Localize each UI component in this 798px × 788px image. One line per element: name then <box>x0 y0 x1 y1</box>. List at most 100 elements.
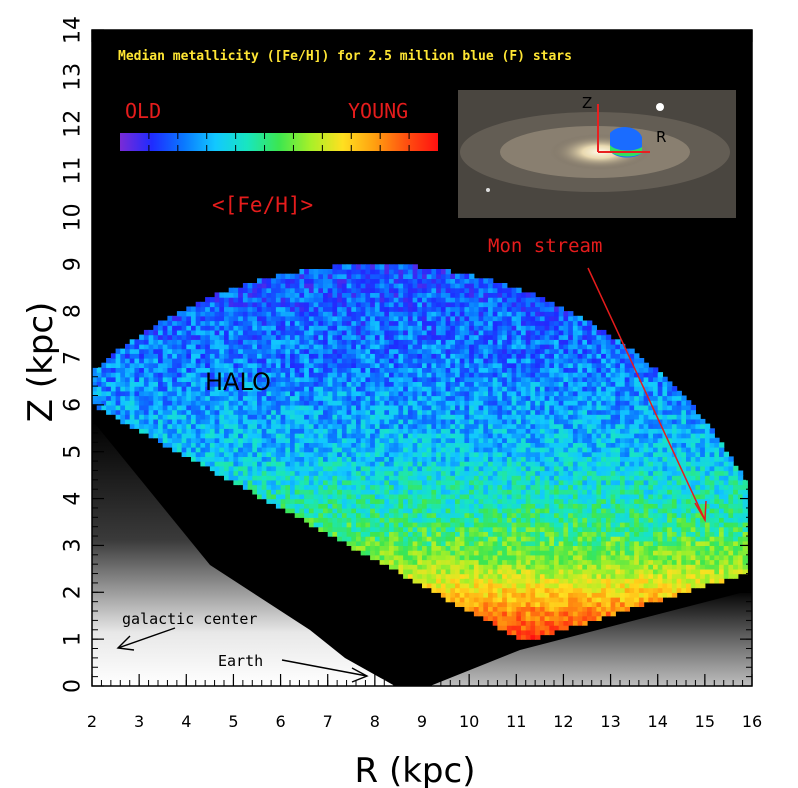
metallicity-cell <box>544 545 550 551</box>
metallicity-cell <box>714 465 720 472</box>
metallicity-cell <box>370 536 376 542</box>
metallicity-cell <box>365 386 371 392</box>
metallicity-cell <box>497 615 503 622</box>
metallicity-cell <box>544 409 550 415</box>
metallicity-cell <box>205 418 211 425</box>
metallicity-cell <box>464 395 470 401</box>
metallicity-cell <box>280 493 286 500</box>
metallicity-cell <box>615 428 621 434</box>
metallicity-cell <box>572 550 579 556</box>
metallicity-cell <box>506 620 513 626</box>
metallicity-cell <box>436 493 442 500</box>
metallicity-cell <box>634 592 640 598</box>
metallicity-cell <box>544 625 550 631</box>
metallicity-cell <box>483 540 489 547</box>
metallicity-cell <box>389 517 395 523</box>
metallicity-cell <box>577 592 583 598</box>
metallicity-cell <box>445 517 451 523</box>
metallicity-cell <box>690 442 697 448</box>
metallicity-cell <box>247 386 253 392</box>
metallicity-cell <box>704 568 711 575</box>
metallicity-cell <box>605 400 612 406</box>
metallicity-cell <box>172 404 178 411</box>
metallicity-cell <box>525 428 532 434</box>
metallicity-cell <box>554 587 560 593</box>
metallicity-cell <box>341 493 348 500</box>
metallicity-cell <box>271 451 277 458</box>
metallicity-cell <box>648 522 654 528</box>
metallicity-cell <box>365 545 371 551</box>
metallicity-cell <box>271 498 277 504</box>
metallicity-cell <box>209 447 216 453</box>
metallicity-cell <box>492 611 499 617</box>
metallicity-cell <box>327 456 334 462</box>
metallicity-cell <box>214 451 220 458</box>
metallicity-cell <box>483 386 489 392</box>
metallicity-cell <box>488 461 494 467</box>
metallicity-cell <box>521 522 527 528</box>
metallicity-cell <box>686 531 692 537</box>
metallicity-cell <box>601 484 607 490</box>
metallicity-cell <box>549 554 555 561</box>
metallicity-cell <box>492 470 499 476</box>
metallicity-cell <box>568 587 574 593</box>
metallicity-cell <box>459 554 466 561</box>
metallicity-cell <box>290 390 296 397</box>
metallicity-cell <box>596 479 602 486</box>
metallicity-cell <box>445 540 451 547</box>
metallicity-cell <box>662 456 668 462</box>
metallicity-cell <box>195 414 202 420</box>
metallicity-cell <box>572 620 579 626</box>
metallicity-cell <box>134 418 140 425</box>
metallicity-cell <box>492 554 499 561</box>
metallicity-cell <box>304 470 310 476</box>
metallicity-cell <box>558 582 565 589</box>
metallicity-cell <box>653 526 659 533</box>
metallicity-cell <box>742 550 748 556</box>
metallicity-cell <box>549 479 555 486</box>
metallicity-cell <box>488 507 494 514</box>
metallicity-cell <box>591 456 598 462</box>
metallicity-cell <box>450 418 456 425</box>
metallicity-cell <box>676 470 682 476</box>
metallicity-cell <box>422 475 428 481</box>
metallicity-cell <box>615 597 621 603</box>
metallicity-cell <box>511 536 517 542</box>
metallicity-cell <box>393 559 400 565</box>
metallicity-cell <box>195 400 202 406</box>
metallicity-cell <box>318 489 324 495</box>
metallicity-cell <box>412 390 418 397</box>
metallicity-cell <box>601 611 607 617</box>
metallicity-cell <box>228 456 235 462</box>
metallicity-cell <box>374 503 381 509</box>
metallicity-cell <box>356 433 362 439</box>
metallicity-cell <box>502 615 508 622</box>
metallicity-cell <box>624 395 631 401</box>
metallicity-cell <box>620 437 626 444</box>
metallicity-cell <box>365 381 371 387</box>
metallicity-cell <box>426 531 433 537</box>
metallicity-cell <box>671 395 678 401</box>
metallicity-cell <box>653 550 659 556</box>
metallicity-cell <box>422 493 428 500</box>
metallicity-cell <box>709 484 715 490</box>
metallicity-cell <box>714 484 720 490</box>
metallicity-cell <box>530 484 536 490</box>
metallicity-cell <box>356 503 362 509</box>
metallicity-cell <box>502 423 508 429</box>
metallicity-cell <box>294 433 301 439</box>
metallicity-cell <box>139 428 145 434</box>
metallicity-cell <box>497 606 503 612</box>
metallicity-cell <box>681 550 687 556</box>
metallicity-cell <box>511 540 517 547</box>
metallicity-cell <box>492 404 499 411</box>
metallicity-cell <box>469 554 475 561</box>
metallicity-cell <box>587 573 593 579</box>
metallicity-cell <box>601 451 607 458</box>
metallicity-cell <box>356 428 362 434</box>
metallicity-cell <box>572 376 579 383</box>
metallicity-cell <box>662 479 668 486</box>
metallicity-cell <box>351 437 357 444</box>
metallicity-cell <box>653 447 659 453</box>
metallicity-cell <box>370 404 376 411</box>
